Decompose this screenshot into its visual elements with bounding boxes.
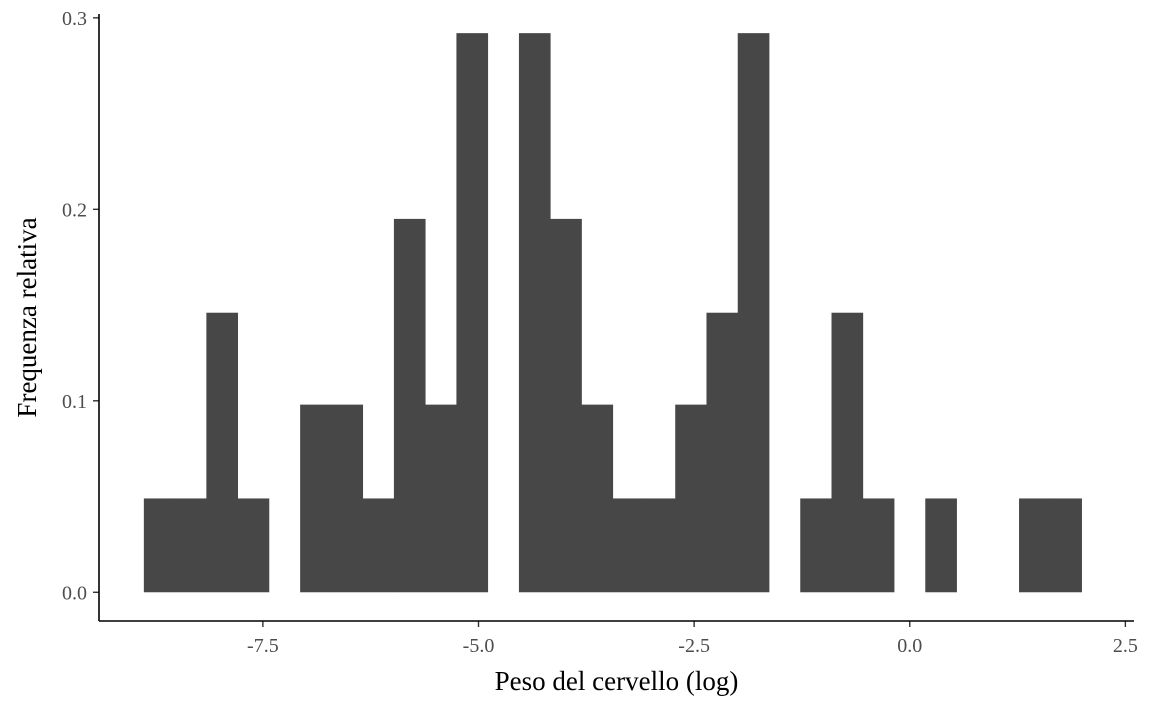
histogram-bar — [862, 498, 895, 593]
y-tick-label: 0.2 — [62, 199, 87, 221]
y-axis-ticks: 0.0 0.1 0.2 0.3 — [62, 8, 99, 604]
histogram-bar — [300, 404, 332, 593]
histogram-bar — [393, 218, 426, 593]
y-tick-label: 0.0 — [62, 582, 87, 604]
x-tick-label: -2.5 — [678, 635, 710, 657]
y-axis-title: Frequenza relativa — [12, 217, 42, 417]
x-tick-label: 0.0 — [897, 635, 922, 657]
x-tick-label: -5.0 — [463, 635, 495, 657]
histogram-bars — [143, 33, 1082, 593]
histogram-bar — [206, 312, 239, 593]
histogram-bar — [362, 498, 395, 593]
histogram-bar — [612, 498, 645, 593]
x-axis-ticks: -7.5 -5.0 -2.5 0.0 2.5 — [247, 621, 1138, 657]
x-axis-title: Peso del cervello (log) — [495, 666, 739, 696]
histogram-bar — [643, 498, 676, 593]
histogram-bar — [706, 312, 739, 593]
histogram-bar — [737, 33, 770, 593]
histogram-bar — [550, 218, 582, 593]
y-tick-label: 0.1 — [62, 391, 87, 413]
histogram-bar — [831, 312, 864, 593]
histogram-bar — [1019, 498, 1051, 593]
histogram-bar — [800, 498, 832, 593]
histogram-bar — [1050, 498, 1082, 593]
histogram-bar — [925, 498, 957, 593]
histogram-bar — [237, 498, 270, 593]
histogram-bar — [581, 404, 614, 593]
y-tick-label: 0.3 — [62, 8, 87, 30]
histogram-bar — [675, 404, 707, 593]
x-tick-label: -7.5 — [247, 635, 279, 657]
histogram-bar — [425, 404, 457, 593]
histogram-bar — [175, 498, 207, 593]
histogram-bar — [143, 498, 176, 593]
x-tick-label: 2.5 — [1113, 635, 1138, 657]
histogram-bar — [331, 404, 364, 593]
histogram-bar — [456, 33, 489, 593]
histogram-bar — [518, 33, 551, 593]
